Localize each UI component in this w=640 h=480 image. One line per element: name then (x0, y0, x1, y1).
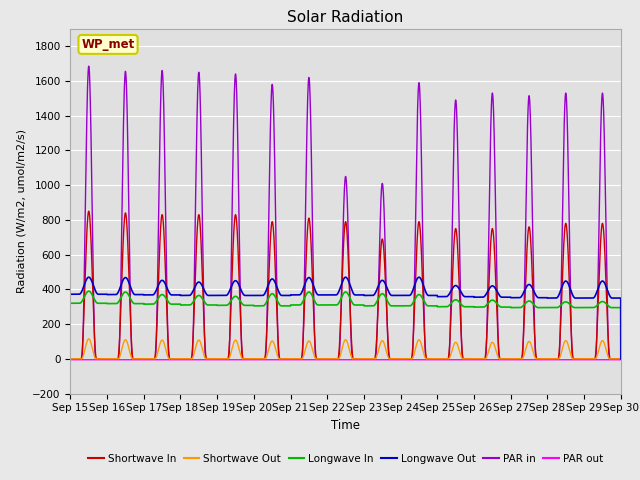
PAR out (327, 357, 335, 362)
PAR in (253, 356, 261, 362)
Line: Shortwave In: Shortwave In (70, 211, 621, 359)
Line: PAR in: PAR in (70, 66, 621, 359)
PAR out (253, 357, 261, 362)
Shortwave Out (594, 351, 602, 357)
Longwave Out (617, 356, 625, 362)
Shortwave In (484, 297, 492, 302)
Longwave In (327, 302, 335, 308)
Longwave Out (469, 294, 477, 300)
Longwave In (484, 300, 492, 306)
Shortwave In (594, 312, 602, 318)
Longwave In (253, 303, 261, 309)
Shortwave Out (253, 356, 261, 362)
X-axis label: Time: Time (331, 419, 360, 432)
Longwave Out (594, 287, 602, 292)
Longwave In (587, 305, 595, 311)
PAR out (587, 357, 595, 362)
Longwave Out (587, 295, 595, 301)
Line: Shortwave Out: Shortwave Out (70, 339, 621, 359)
Longwave Out (253, 293, 261, 299)
Longwave In (617, 356, 625, 362)
Longwave In (594, 302, 602, 308)
Longwave In (469, 304, 477, 310)
Longwave Out (327, 292, 335, 298)
PAR in (469, 356, 477, 362)
Longwave Out (484, 288, 492, 293)
Y-axis label: Radiation (W/m2, umol/m2/s): Radiation (W/m2, umol/m2/s) (17, 129, 27, 293)
Shortwave In (469, 356, 477, 362)
Shortwave In (85, 208, 93, 214)
Line: Longwave In: Longwave In (70, 291, 621, 359)
Shortwave In (327, 356, 335, 362)
PAR in (594, 294, 602, 300)
Line: Longwave Out: Longwave Out (70, 277, 621, 359)
Shortwave In (253, 356, 261, 362)
PAR in (587, 356, 595, 362)
Shortwave Out (327, 356, 335, 362)
Text: WP_met: WP_met (81, 38, 134, 51)
PAR out (484, 357, 492, 362)
PAR out (617, 357, 625, 362)
Shortwave In (617, 356, 625, 362)
Shortwave Out (469, 356, 477, 362)
Legend: Shortwave In, Shortwave Out, Longwave In, Longwave Out, PAR in, PAR out: Shortwave In, Shortwave Out, Longwave In… (84, 450, 607, 468)
PAR in (327, 356, 335, 362)
PAR in (85, 63, 93, 69)
Shortwave Out (587, 356, 595, 362)
Shortwave Out (617, 356, 625, 362)
Title: Solar Radiation: Solar Radiation (287, 10, 404, 25)
PAR in (617, 356, 625, 362)
Shortwave In (67, 356, 74, 362)
Longwave Out (67, 291, 74, 297)
Longwave Out (85, 275, 93, 280)
PAR out (594, 357, 602, 362)
PAR out (67, 357, 74, 362)
Longwave In (85, 288, 93, 294)
PAR in (67, 356, 74, 362)
Longwave In (67, 300, 74, 306)
Shortwave Out (484, 349, 492, 355)
Shortwave Out (67, 356, 74, 362)
Shortwave Out (85, 336, 93, 342)
PAR in (484, 258, 492, 264)
Shortwave In (587, 356, 595, 362)
PAR out (469, 357, 477, 362)
